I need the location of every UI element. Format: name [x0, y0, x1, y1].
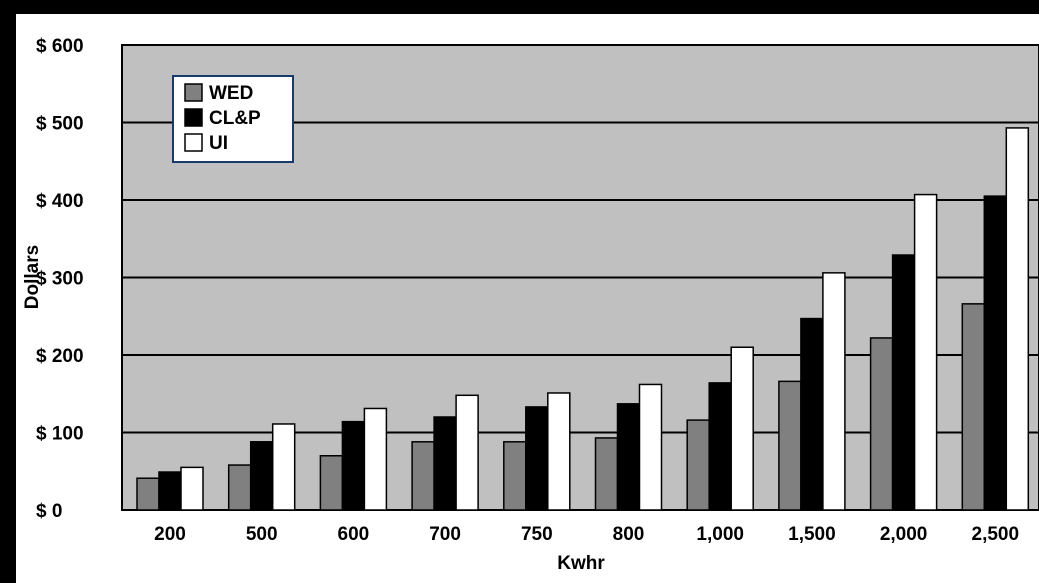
- bar-clp-1000: [708, 382, 732, 511]
- y-tick-label: $ 300: [36, 269, 84, 290]
- bar-clp-1500: [800, 317, 824, 511]
- bar-ui-1000: [730, 346, 754, 511]
- y-tick-labels: $ 0 $ 100 $ 200 $ 300 $ 400 $ 500 $ 600: [36, 36, 84, 522]
- x-tick-label: 1,000: [696, 524, 744, 545]
- y-tick-label: $ 600: [36, 36, 84, 57]
- bar-wed-1000: [686, 419, 710, 511]
- bar-clp-600: [341, 420, 366, 511]
- x-tick-label: 200: [154, 524, 186, 545]
- bar-wed-500: [227, 464, 252, 511]
- x-tick-labels: 200 500 600 700 750 800 1,000 1,500 2,000 2,500: [154, 524, 1019, 545]
- y-tick-label: $ 100: [36, 424, 84, 445]
- bar-wed-750: [503, 441, 527, 511]
- bar-ui-500: [271, 423, 296, 511]
- bar-clp-700: [433, 416, 457, 511]
- y-tick-label: $ 400: [36, 191, 84, 212]
- x-tick-label: 600: [338, 524, 370, 545]
- legend-label: WED: [209, 83, 253, 104]
- bar-wed-1500: [778, 380, 802, 511]
- x-tick-label: 800: [613, 524, 645, 545]
- y-tick-label: $ 500: [36, 114, 84, 135]
- bar-wed-2500: [961, 303, 986, 511]
- bar-ui-2000: [913, 193, 938, 511]
- bar-clp-800: [616, 403, 641, 511]
- legend-swatch-ui: [184, 133, 203, 152]
- bar-ui-2500: [1005, 127, 1030, 511]
- bar-clp-200: [158, 471, 182, 511]
- x-tick-label: 700: [429, 524, 461, 545]
- legend-swatch-wed: [184, 83, 203, 102]
- bar-ui-700: [455, 394, 479, 511]
- x-tick-label: 500: [246, 524, 278, 545]
- legend-label: CL&P: [209, 108, 261, 129]
- x-tick-label: 2,000: [880, 524, 928, 545]
- y-tick-label: $ 200: [36, 346, 84, 367]
- chart-area: $ 0 $ 100 $ 200 $ 300 $ 400 $ 500 $ 600 200 500…: [16, 14, 1039, 583]
- bar-clp-500: [249, 441, 274, 511]
- bar-clp-2500: [983, 195, 1008, 511]
- bar-ui-800: [638, 383, 663, 511]
- bar-chart: $ 0 $ 100 $ 200 $ 300 $ 400 $ 500 $ 600 200 500…: [22, 36, 1039, 574]
- bar-ui-1500: [822, 272, 846, 511]
- bar-ui-200: [180, 466, 204, 511]
- legend-label: UI: [209, 133, 228, 154]
- y-axis-title: Dollars: [22, 245, 43, 309]
- y-tick-label: $ 0: [36, 501, 62, 522]
- bar-wed-2000: [869, 337, 894, 511]
- bar-wed-800: [594, 437, 619, 511]
- bar-wed-700: [411, 441, 435, 511]
- x-axis-title: Kwhr: [557, 553, 605, 574]
- bar-ui-750: [547, 392, 571, 511]
- legend: WED CL&P UI: [172, 75, 294, 163]
- x-tick-label: 2,500: [972, 524, 1020, 545]
- bar-ui-600: [363, 407, 388, 511]
- bar-clp-2000: [891, 254, 916, 511]
- bar-wed-600: [319, 455, 344, 511]
- bar-wed-200: [136, 477, 160, 511]
- legend-swatch-clp: [184, 108, 203, 127]
- bar-clp-750: [525, 406, 549, 511]
- bars: [136, 127, 1030, 511]
- x-tick-label: 1,500: [788, 524, 836, 545]
- x-tick-label: 750: [521, 524, 553, 545]
